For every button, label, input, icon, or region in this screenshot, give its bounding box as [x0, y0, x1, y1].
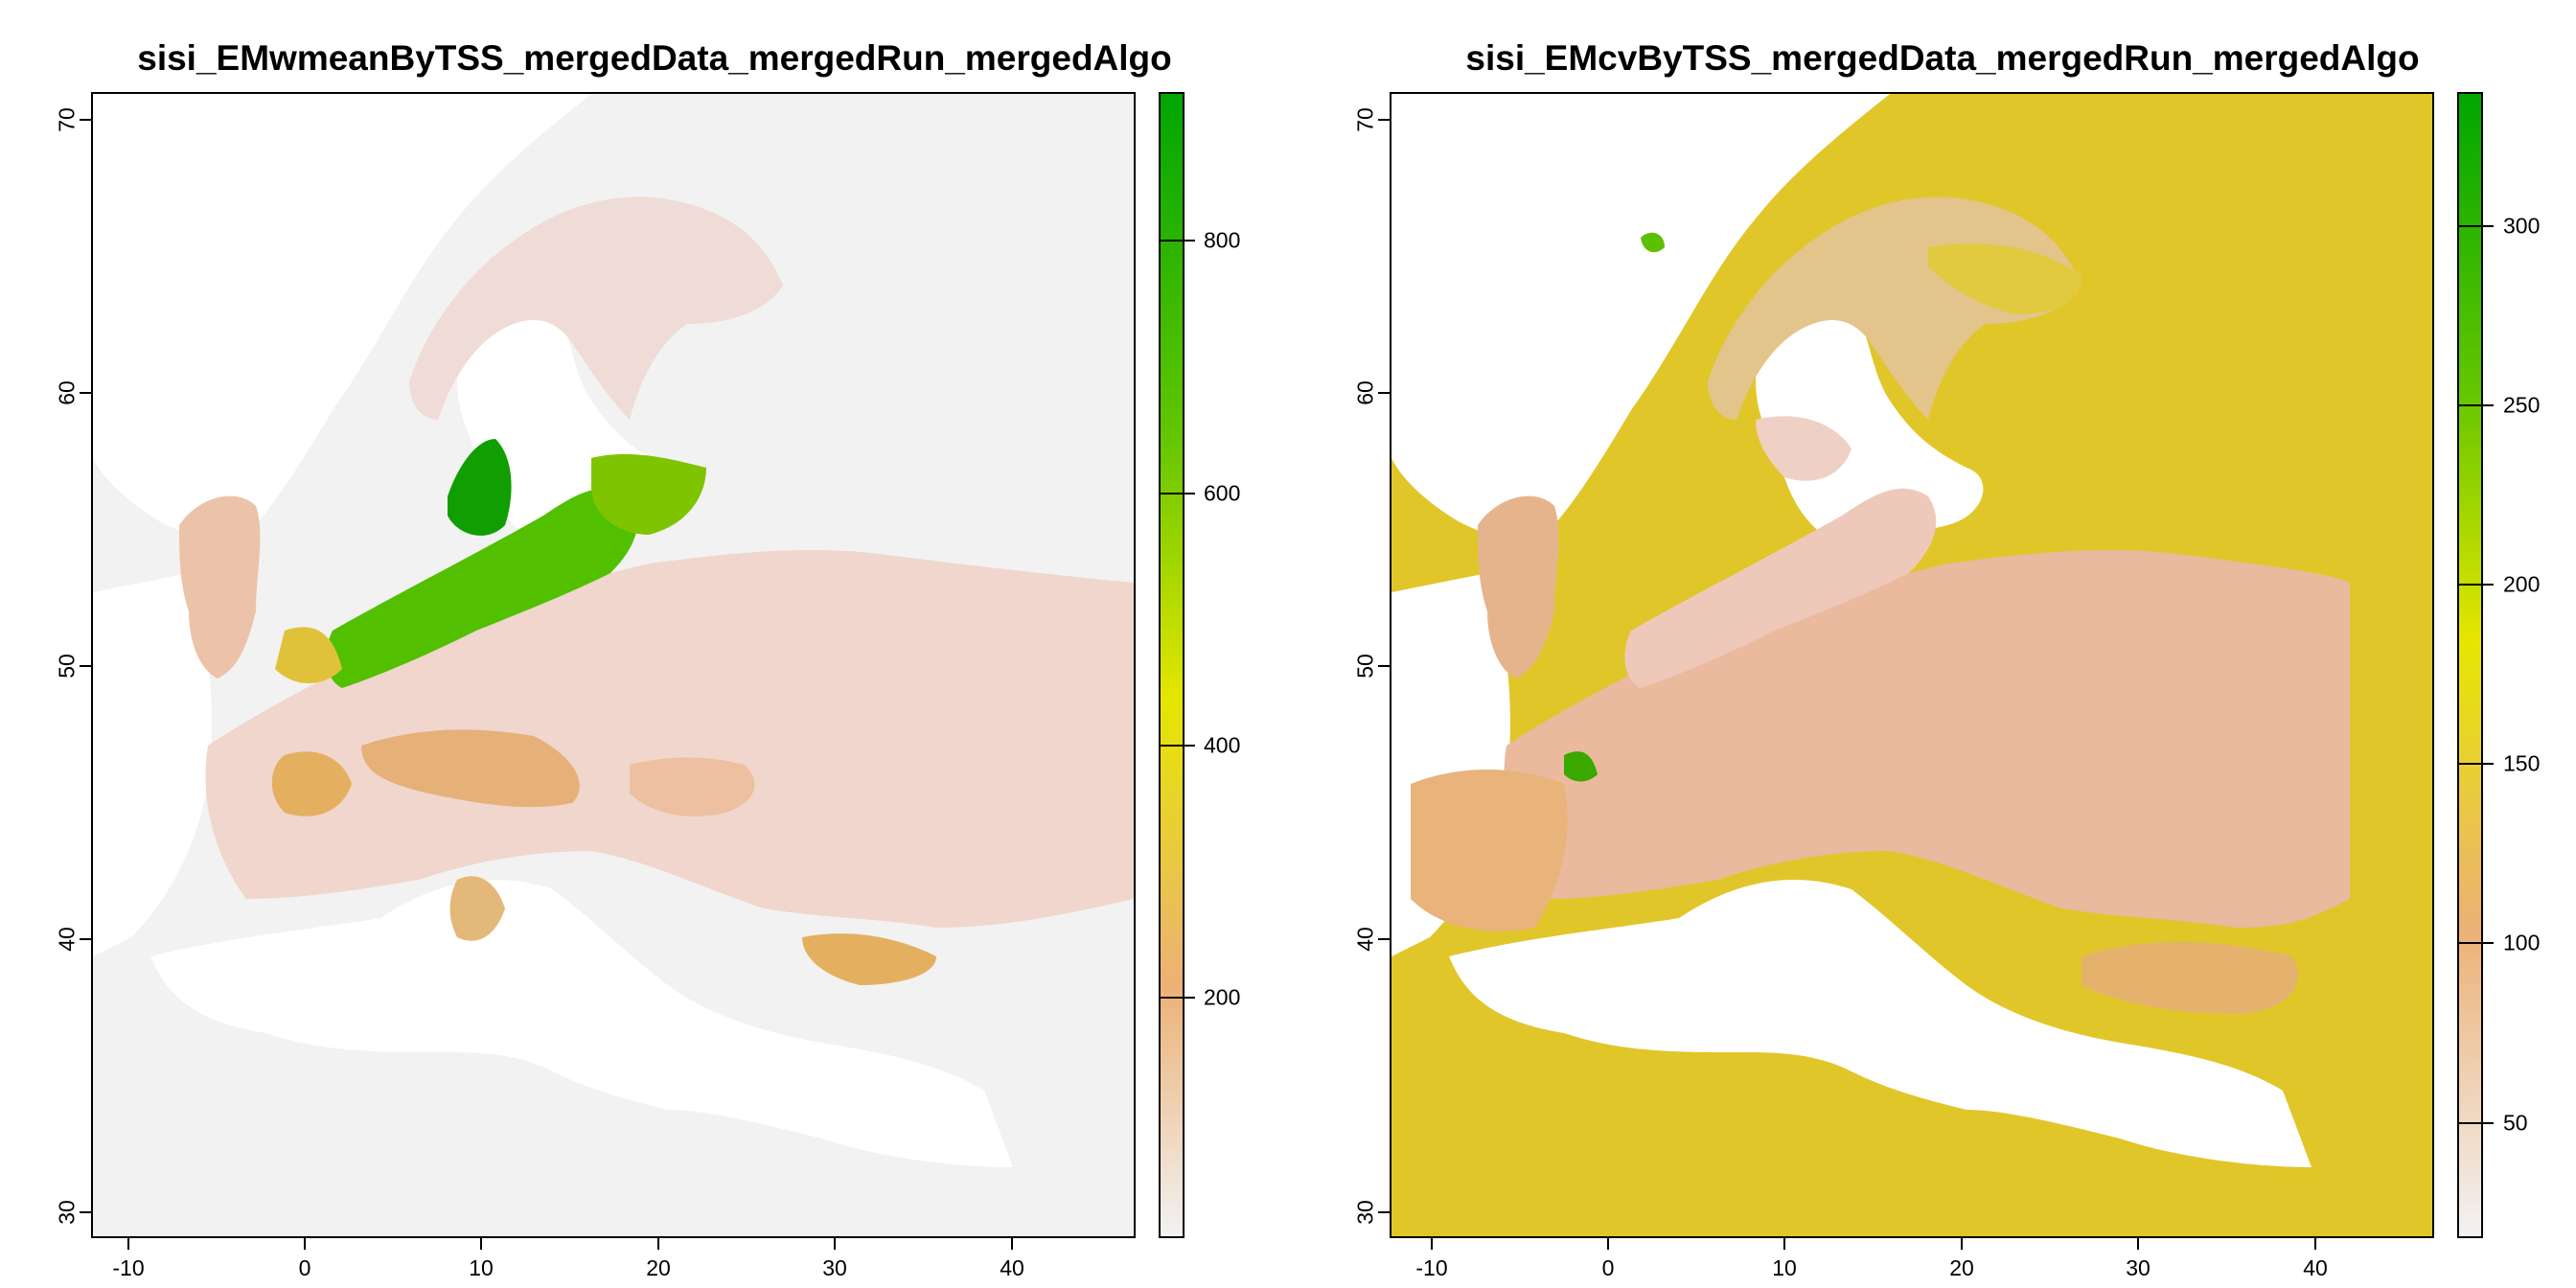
x-tick-label: 20	[1949, 1255, 1974, 1280]
legend-tick-label: 800	[1204, 227, 1241, 253]
y-tick-label: 70	[1352, 107, 1378, 132]
y-tick-label: 50	[1352, 654, 1378, 678]
legend-tick-label: 300	[2503, 213, 2541, 239]
x-tick-label: 30	[822, 1255, 847, 1280]
y-tick-label: 60	[54, 380, 80, 405]
legend-tick-label: 50	[2503, 1110, 2528, 1136]
x-tick-label: -10	[112, 1255, 145, 1280]
y-tick-label: 60	[1352, 380, 1378, 405]
panel-title: sisi_EMcvByTSS_mergedData_mergedRun_merg…	[1465, 38, 2420, 78]
map-panel-cv: sisi_EMcvByTSS_mergedData_mergedRun_merg…	[1288, 0, 2576, 1288]
y-tick-label: 50	[54, 654, 80, 678]
legend-tick-label: 400	[1204, 732, 1241, 758]
x-tick-label: 10	[469, 1255, 494, 1280]
x-tick-label: 40	[2303, 1255, 2328, 1280]
y-tick-label: 40	[54, 927, 80, 952]
y-tick-label: 40	[1352, 927, 1378, 952]
x-tick-label: 30	[2126, 1255, 2150, 1280]
color-legend-bar	[2457, 92, 2483, 1238]
panel-title: sisi_EMwmeanByTSS_mergedData_mergedRun_m…	[137, 38, 1172, 78]
x-tick-label: 20	[646, 1255, 671, 1280]
x-tick-label: 0	[1601, 1255, 1615, 1280]
legend-tick-label: 250	[2503, 392, 2541, 418]
raster-map	[91, 92, 1136, 1238]
x-tick-label: 10	[1772, 1255, 1797, 1280]
europe-map-graphic	[1392, 94, 2432, 1236]
x-tick-label: 0	[298, 1255, 311, 1280]
legend-tick-label: 200	[2503, 571, 2541, 597]
legend-tick-label: 150	[2503, 750, 2541, 776]
legend-tick-label: 200	[1204, 984, 1241, 1010]
europe-map-graphic	[93, 94, 1134, 1236]
x-tick-label: 40	[1000, 1255, 1024, 1280]
color-legend-bar	[1159, 92, 1184, 1238]
raster-map	[1390, 92, 2434, 1238]
map-panel-wmean: sisi_EMwmeanByTSS_mergedData_mergedRun_m…	[54, 38, 1241, 1280]
legend-tick-label: 600	[1204, 480, 1241, 506]
x-tick-label: -10	[1415, 1255, 1448, 1280]
legend-tick-label: 100	[2503, 930, 2541, 955]
y-tick-label: 30	[1352, 1200, 1378, 1225]
y-tick-label: 70	[54, 107, 80, 132]
y-tick-label: 30	[54, 1200, 80, 1225]
